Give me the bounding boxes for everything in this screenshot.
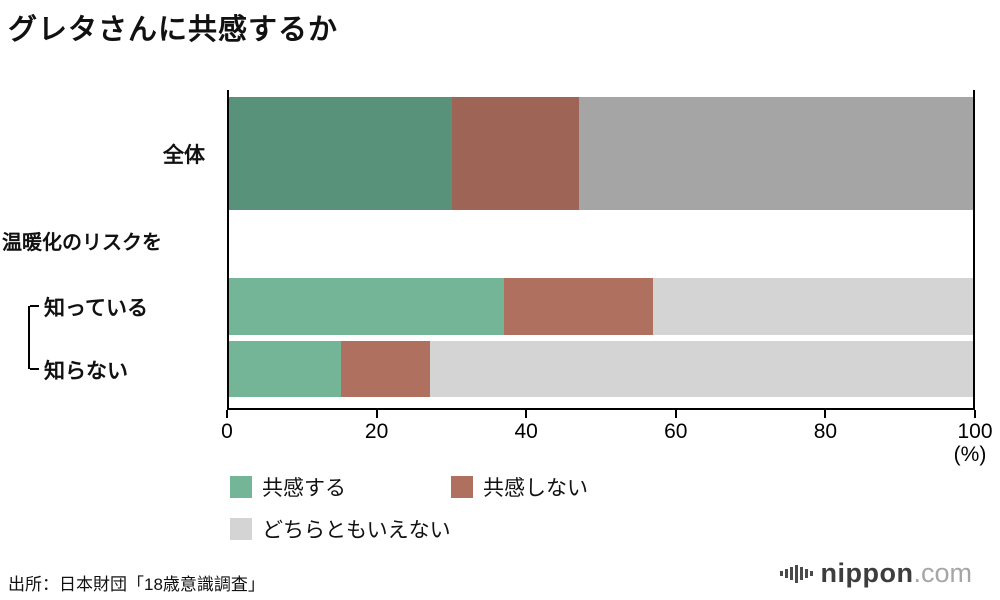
- x-tick-label: 100: [957, 420, 993, 443]
- nippon-logo: nippon .com: [779, 558, 972, 589]
- legend-row: どちらともいえない: [230, 514, 588, 544]
- bar-segment: [340, 341, 430, 397]
- x-tick: [974, 410, 976, 418]
- x-tick: [674, 410, 677, 418]
- x-tick-label: 60: [664, 420, 688, 443]
- x-tick: [226, 410, 228, 418]
- legend-swatch-not-sympathize-icon: [451, 476, 473, 498]
- x-tick-label: 0: [221, 420, 233, 443]
- bar-row: [229, 97, 973, 210]
- bar-segment: [429, 341, 973, 397]
- bar-segment: [229, 278, 505, 335]
- legend-label-sympathize: 共感する: [262, 477, 346, 500]
- plot-area: [227, 90, 975, 410]
- x-tick: [375, 410, 378, 418]
- x-tick-label: 80: [813, 420, 838, 443]
- axis-unit-label: (%): [953, 443, 987, 466]
- legend-item-not-sympathize: 共感しない: [451, 472, 588, 502]
- legend-item-sympathize: 共感する: [230, 472, 346, 502]
- category-label-notknow: 知らない: [44, 360, 128, 383]
- logo-soundbars-icon: [779, 564, 813, 583]
- source-note: 出所：日本財団「18歳意識調査」: [8, 575, 265, 594]
- legend-row: 共感する 共感しない: [230, 472, 588, 502]
- logo-text: nippon: [820, 558, 914, 588]
- x-tick: [824, 410, 827, 418]
- legend: 共感する 共感しない どちらともいえない: [230, 472, 588, 556]
- category-label-overall: 全体: [163, 144, 205, 167]
- legend-swatch-sympathize-icon: [230, 476, 252, 498]
- group-label: 温暖化のリスクを: [2, 232, 162, 254]
- bar-segment: [229, 97, 453, 210]
- category-label-know: 知っている: [44, 297, 148, 320]
- page-title: グレタさんに共感するか: [8, 14, 339, 46]
- bar-row: [229, 278, 973, 335]
- legend-label-not-sympathize: 共感しない: [483, 477, 588, 500]
- bar-segment: [229, 341, 341, 397]
- x-tick: [525, 410, 528, 418]
- bar-row: [229, 341, 973, 397]
- legend-label-neither: どちらともいえない: [262, 519, 451, 542]
- x-axis: 0 20 40 60 80 100: [221, 410, 993, 450]
- x-tick-label: 20: [364, 420, 389, 443]
- x-tick-label: 40: [514, 420, 538, 443]
- bar-segment: [578, 97, 973, 210]
- bar-segment: [653, 278, 973, 335]
- legend-item-neither: どちらともいえない: [230, 514, 451, 544]
- legend-swatch-neither-icon: [230, 518, 252, 540]
- category-bracket: [28, 305, 40, 370]
- bar-segment: [504, 278, 654, 335]
- logo-suffix: .com: [913, 558, 972, 588]
- bar-segment: [452, 97, 579, 210]
